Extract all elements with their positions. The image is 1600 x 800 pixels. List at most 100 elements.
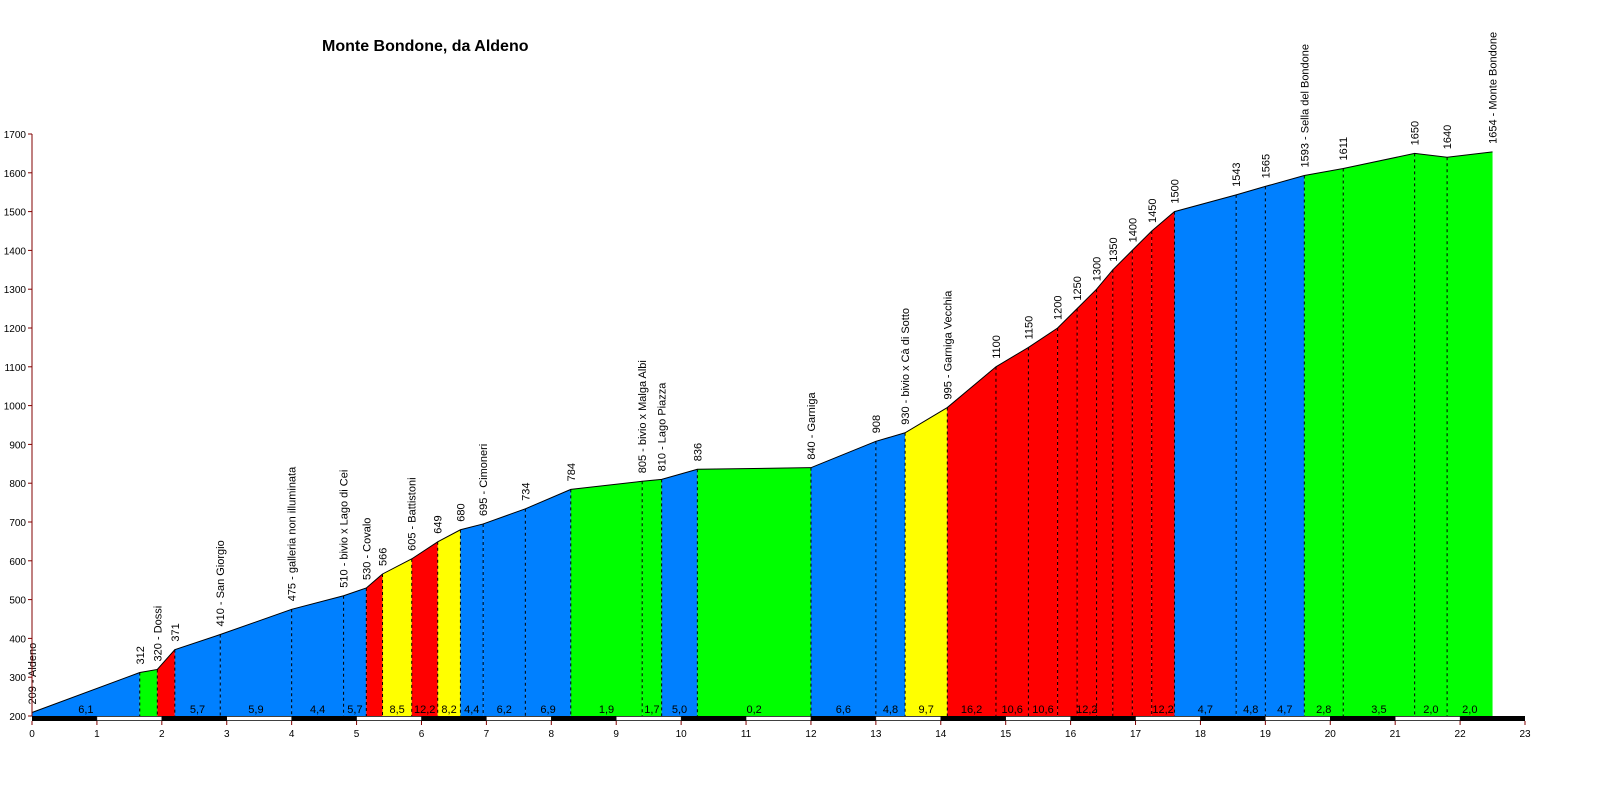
- x-tick-label: 7: [484, 729, 490, 740]
- distance-bar-block-light: [1005, 716, 1071, 721]
- waypoint-label: 209 - Aldeno: [27, 643, 39, 705]
- grade-label: 6,2: [497, 704, 512, 716]
- grade-label: 12,2: [1152, 704, 1173, 716]
- distance-bar-block: [1460, 716, 1525, 721]
- waypoint-label: 734: [520, 482, 532, 500]
- waypoint-label: 836: [692, 443, 704, 461]
- y-tick-label: 700: [9, 518, 26, 529]
- x-tick-label: 18: [1195, 729, 1207, 740]
- y-tick-label: 300: [9, 673, 26, 684]
- waypoint-label: 312: [135, 646, 147, 664]
- waypoint-label: 1250: [1072, 276, 1084, 300]
- gradient-segment: [697, 467, 811, 716]
- distance-bar-block-light: [1394, 716, 1461, 721]
- gradient-segment: [947, 366, 996, 716]
- waypoint-label: 810 - Lago Piazza: [657, 382, 669, 472]
- gradient-segment: [437, 529, 461, 716]
- chart-title: Monte Bondone, da Aldeno: [322, 38, 529, 55]
- waypoint-label: 410 - San Giorgio: [215, 540, 227, 626]
- waypoint-label: 908: [871, 415, 883, 433]
- distance-bar-block-light: [96, 716, 163, 721]
- y-tick-label: 1300: [4, 285, 27, 296]
- gradient-segment: [1096, 269, 1113, 716]
- distance-bar-block: [551, 716, 617, 721]
- gradient-segment: [525, 489, 571, 716]
- x-tick-label: 13: [870, 729, 882, 740]
- waypoint-label: 695 - Cimoneri: [478, 444, 490, 516]
- grade-label: 1,9: [599, 704, 614, 716]
- grade-label: 4,7: [1198, 704, 1213, 716]
- x-tick-label: 22: [1455, 729, 1467, 740]
- grade-label: 1,7: [644, 704, 659, 716]
- distance-bar-block: [291, 716, 357, 721]
- waypoint-label: 1300: [1092, 257, 1104, 281]
- x-tick-label: 10: [676, 729, 688, 740]
- distance-bar-block: [810, 716, 876, 721]
- waypoint-label: 1611: [1338, 137, 1350, 161]
- waypoint-label: 371: [170, 623, 182, 641]
- grade-label: 12,2: [414, 704, 435, 716]
- waypoint-label: 840 - Garniga: [806, 392, 818, 460]
- x-tick-label: 1: [94, 729, 100, 740]
- gradient-segment: [1077, 289, 1097, 716]
- gradient-segment: [366, 573, 383, 716]
- waypoint-label: 1150: [1023, 316, 1035, 340]
- x-tick-label: 19: [1260, 729, 1272, 740]
- grade-label: 2,0: [1462, 704, 1477, 716]
- grade-label: 4,4: [310, 704, 325, 716]
- y-tick-label: 1700: [4, 130, 27, 141]
- distance-bar-block: [1330, 716, 1396, 721]
- distance-bar-block: [681, 716, 747, 721]
- x-tick-label: 2: [159, 729, 165, 740]
- gradient-segment: [343, 587, 367, 716]
- distance-bar-block-light: [486, 716, 552, 721]
- grade-label: 0,2: [747, 704, 762, 716]
- grade-labels: 6,1 5,7 5,9 4,4 5,7 8,5 12,2 8,2 4,4 6,2 6,9 1,9 1,7…: [78, 704, 1477, 716]
- waypoint-label: 1350: [1108, 237, 1120, 261]
- distance-bar-block-light: [356, 716, 422, 721]
- grade-label: 5,0: [672, 704, 687, 716]
- x-tick-label: 21: [1390, 729, 1402, 740]
- grade-label: 4,8: [883, 704, 898, 716]
- x-tick-label: 17: [1130, 729, 1142, 740]
- grade-label: 6,1: [78, 704, 93, 716]
- gradient-segment: [905, 407, 948, 716]
- x-tick-label: 3: [224, 729, 230, 740]
- distance-bar-block: [1070, 716, 1136, 721]
- y-tick-label: 200: [9, 712, 26, 723]
- gradient-segments: [32, 151, 1493, 717]
- waypoint-label: 1565: [1260, 154, 1272, 178]
- waypoint-label: 1640: [1442, 125, 1454, 149]
- gradient-segment: [810, 441, 876, 716]
- gradient-segment: [1236, 186, 1266, 716]
- waypoint-label: 995 - Garniga Vecchia: [942, 290, 954, 400]
- profile-line: [31, 151, 1493, 713]
- gradient-segment: [1151, 211, 1175, 716]
- distance-bar-block: [161, 716, 227, 721]
- distance-bar-block-light: [745, 716, 812, 721]
- gradient-segment: [139, 669, 158, 716]
- gradient-segment: [1132, 231, 1152, 716]
- y-tick-label: 400: [9, 634, 26, 645]
- gradient-segment: [1343, 153, 1415, 716]
- y-tick-label: 1200: [4, 324, 27, 335]
- x-tick-label: 15: [1000, 729, 1012, 740]
- gradient-segment: [411, 541, 438, 716]
- axes: 2003004005006007008009001000110012001300…: [4, 130, 1531, 740]
- gradient-segment: [1174, 194, 1237, 716]
- gradient-segment: [32, 672, 140, 716]
- distance-bar-block-light: [1135, 716, 1201, 721]
- x-tick-label: 4: [289, 729, 295, 740]
- grade-label: 4,7: [1277, 704, 1292, 716]
- y-tick-label: 1500: [4, 208, 27, 219]
- gradient-segment: [1028, 328, 1058, 716]
- distance-bar-block: [421, 716, 487, 721]
- distance-bar-block-light: [1265, 716, 1331, 721]
- gradient-segment: [995, 347, 1029, 716]
- waypoint-label: 1200: [1053, 296, 1065, 320]
- y-tick-label: 1400: [4, 246, 27, 257]
- waypoint-labels: 209 - Aldeno 312 320 - Dossi 371 410 - San G…: [27, 32, 1500, 705]
- gradient-segment: [1112, 250, 1133, 716]
- grade-label: 6,6: [836, 704, 851, 716]
